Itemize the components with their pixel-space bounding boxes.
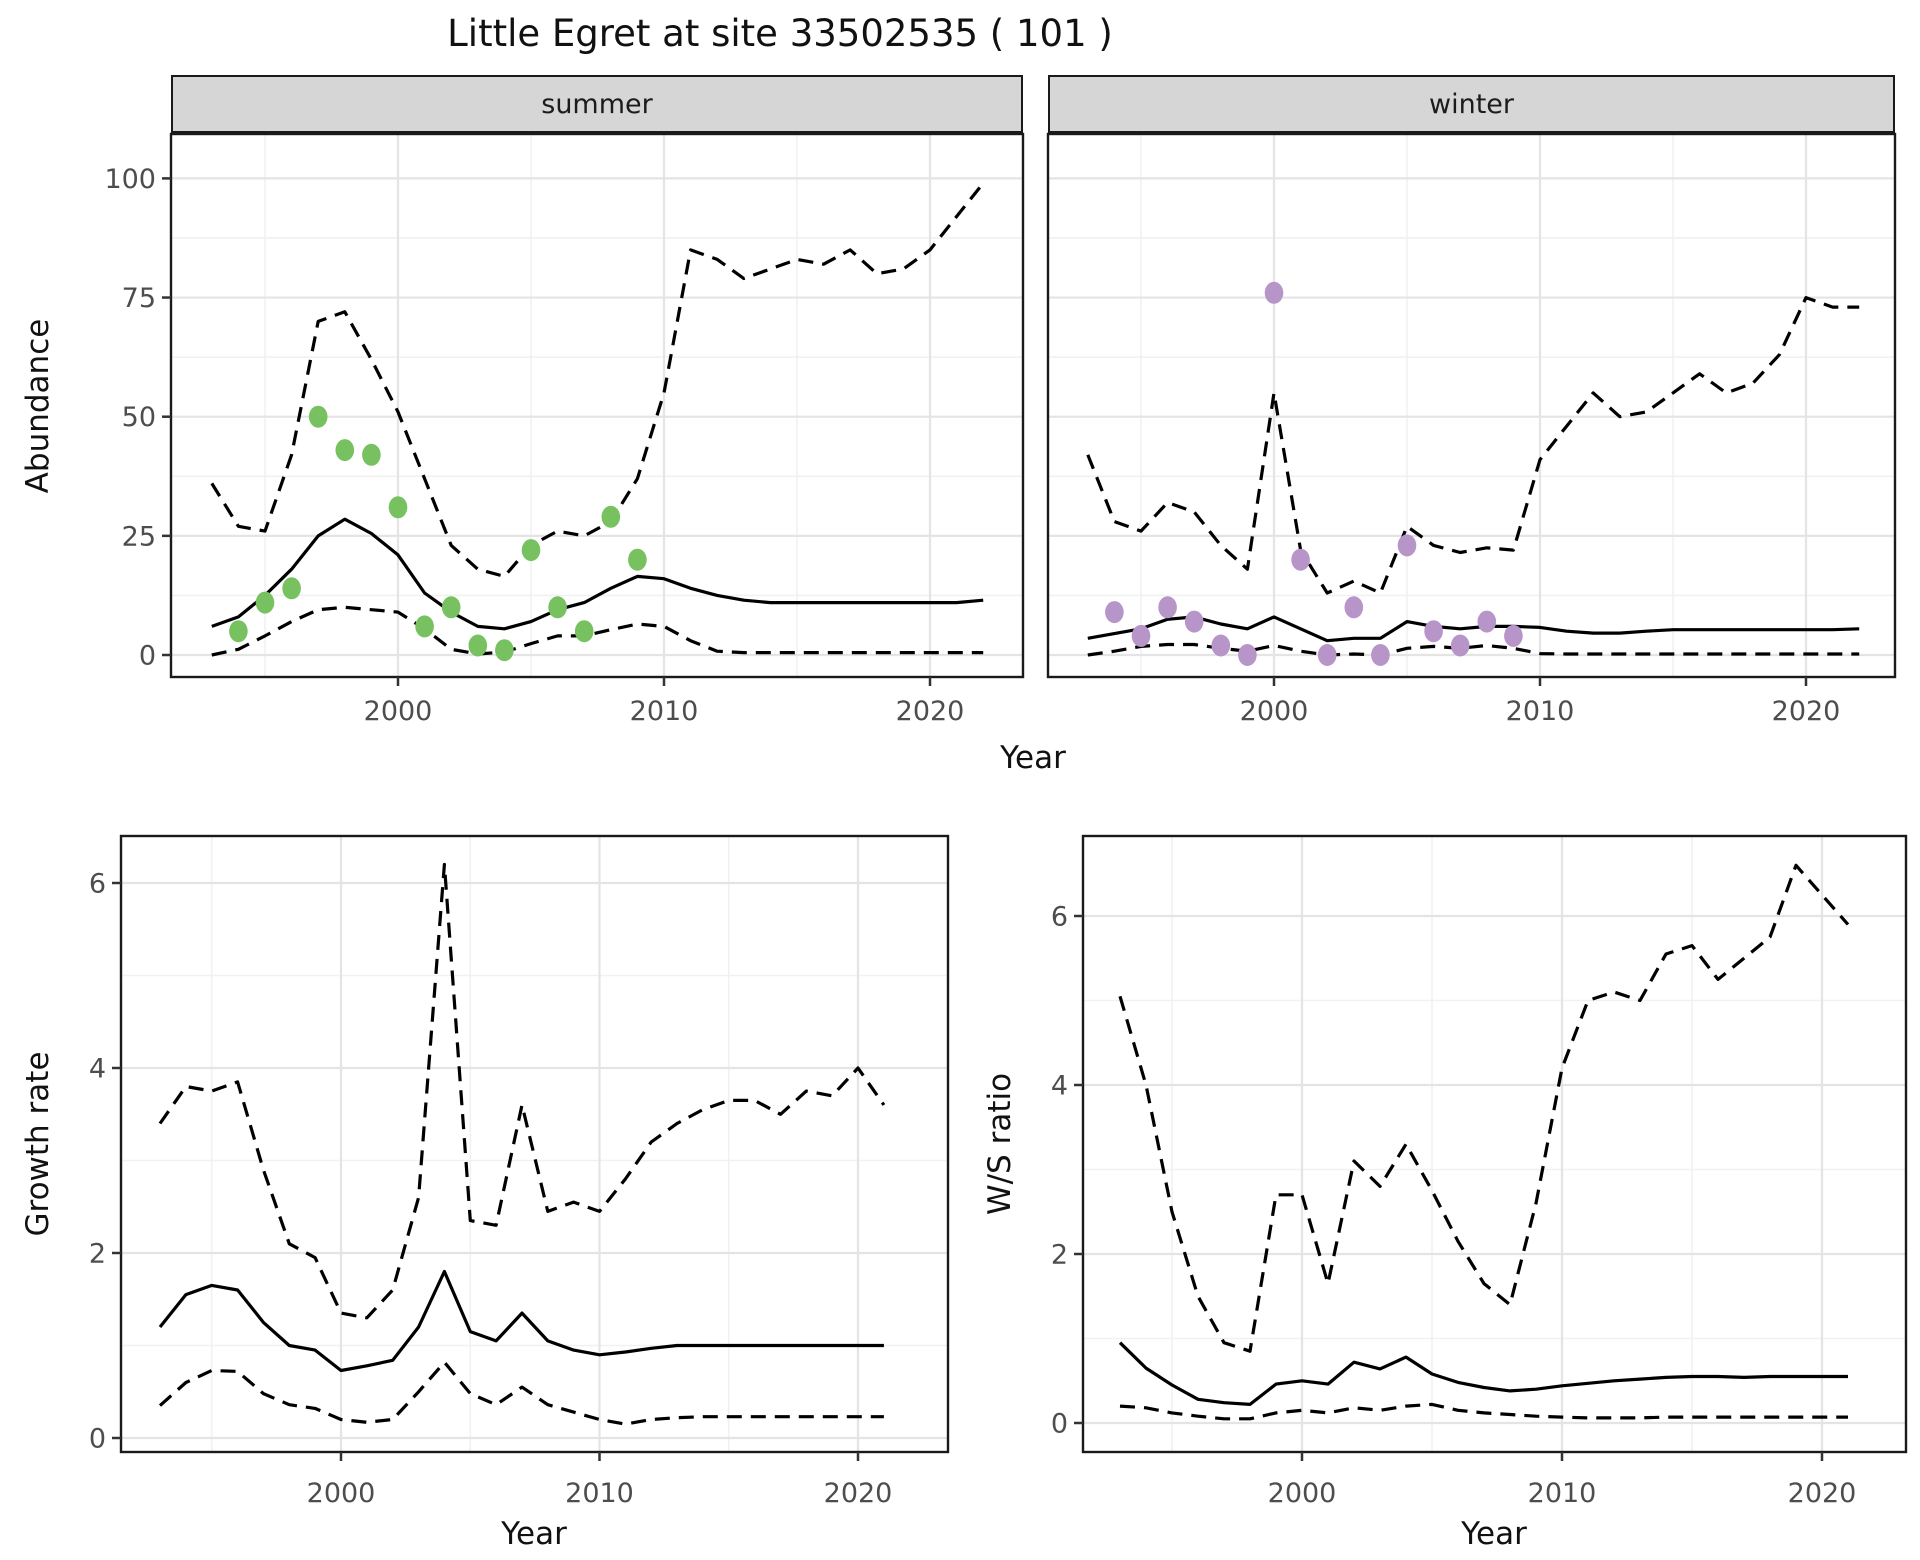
observed-point [1291,548,1310,571]
x-tick-label: 2010 [565,1478,634,1509]
x-tick-label: 2010 [630,696,699,727]
observed-point [229,620,248,643]
y-tick-label: 4 [89,1054,106,1085]
y-tick-label: 100 [104,164,156,195]
y-tick-label: 4 [1051,1071,1068,1102]
lower-ci-line [1119,1402,1848,1421]
y-tick-label: 75 [122,283,156,314]
x-tick-label: 2020 [824,1478,893,1509]
panel-background [171,134,1023,677]
mean-line [1087,615,1860,643]
observed-point [1424,620,1443,643]
observed-point [1504,624,1523,647]
x-tick-label: 2000 [1240,696,1309,727]
observed-point [1264,281,1284,304]
observed-point [441,596,461,619]
observed-point [1450,634,1470,657]
panel-border [1046,132,1897,679]
panel-border [169,132,1025,679]
y-tick-label: 6 [89,869,106,900]
upper-ci-line [1086,296,1860,595]
panel-abundance-winter: 2000 2010 2020 [1046,132,1897,727]
panel-border [1081,834,1908,1454]
mean-line [158,1269,884,1373]
panel-background [121,836,948,1452]
observed-point [628,548,647,571]
observed-point [1317,644,1337,666]
observed-point [335,439,355,462]
x-tick-label: 2000 [1268,1478,1337,1509]
observed-point [601,505,621,528]
observed-point [388,496,408,519]
mean-line [1118,1341,1848,1406]
panel-background [1083,836,1906,1452]
lower-ci-line [211,605,984,657]
y-tick-label: 25 [122,521,156,552]
lower-ci-line [158,1360,884,1426]
mean-line [211,517,984,631]
y-tick-label: 0 [1051,1409,1068,1440]
observed-point [548,596,567,619]
observed-point [521,539,541,562]
observed-point [415,615,434,638]
panel-border [119,834,950,1454]
observed-point [362,443,381,466]
observed-point [1477,610,1497,633]
x-tick-label: 2020 [1772,696,1841,727]
panel-ws-ratio: 2000 2010 2020 0 2 4 6 [1051,834,1908,1509]
observed-point [308,405,328,428]
x-tick-label: 2010 [1528,1478,1597,1509]
y-tick-label: 2 [1051,1240,1068,1271]
x-tick-label: 2000 [364,696,433,727]
upper-ci-line [210,182,985,578]
panel-abundance-summer: 2000 2010 2020 0 25 50 75 100 [104,132,1025,727]
observed-point [574,620,594,643]
observed-point [1105,601,1124,624]
panel-growth-rate: 2000 2010 2020 0 2 4 6 [89,834,950,1509]
observed-point [1184,610,1204,633]
observed-point [1371,644,1390,666]
upper-ci-line [158,862,886,1320]
upper-ci-line [1118,863,1850,1353]
observed-point [1211,634,1231,657]
y-tick-label: 50 [122,402,156,433]
observed-point [1238,644,1257,666]
observed-point [1158,596,1177,619]
observed-point [1131,624,1151,647]
observed-point [1344,596,1364,619]
observed-point [1397,534,1417,557]
x-tick-label: 2000 [307,1478,376,1509]
y-tick-label: 0 [89,1424,106,1455]
x-tick-label: 2020 [896,696,965,727]
y-tick-label: 0 [139,641,156,672]
x-tick-label: 2010 [1506,696,1575,727]
observed-point [282,577,301,600]
x-tick-label: 2020 [1788,1478,1857,1509]
observed-point [255,591,275,614]
y-tick-label: 6 [1051,902,1068,933]
panel-background [1048,134,1895,677]
observed-point [468,634,488,657]
observed-point [495,639,514,662]
y-tick-label: 2 [89,1239,106,1270]
